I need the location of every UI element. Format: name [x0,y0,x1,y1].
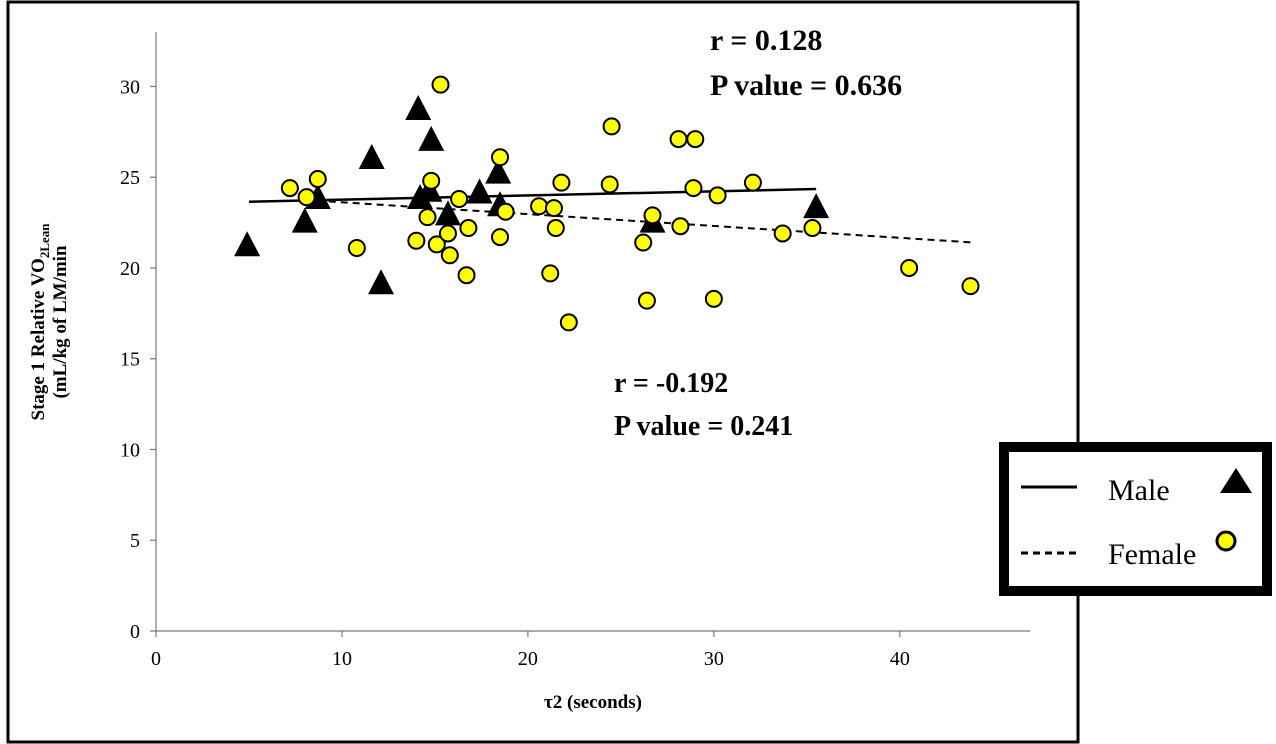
female-data-point [546,219,565,238]
x-tick-label: 10 [332,648,352,670]
female-data-point [686,130,705,149]
female-data-point [544,199,563,218]
legend-male-marker [1220,468,1252,493]
y-tick-label: 25 [120,167,140,189]
legend-male-label: Male [1108,474,1170,507]
male-data-point [803,193,830,219]
female-data-point [530,197,549,216]
y-tick-label: 0 [130,621,140,643]
male-r-annotation: r = 0.128 [710,24,822,57]
female-data-point [708,186,727,205]
y-axis-label-subscript: 2Lean [37,223,52,258]
female-data-point [559,313,578,332]
female-data-point [634,233,653,252]
x-tick-label: 30 [704,648,724,670]
female-data-point [422,171,441,190]
y-tick-label: 10 [120,439,140,461]
female-data-point [600,175,619,194]
female-data-point [450,189,469,208]
y-tick-label: 20 [120,258,140,280]
y-axis-label: Stage 1 Relative VO2Lean (mL/kg of LM/mi… [28,223,71,421]
male-data-point [405,95,432,121]
female-data-point [900,258,919,277]
female-data-point [637,291,656,310]
y-tick-label: 15 [120,349,140,371]
female-data-point [457,266,476,285]
y-tick-label: 5 [130,530,140,552]
male-data-point [466,178,493,204]
legend-female-marker [1215,530,1237,552]
x-tick-label: 20 [518,648,538,670]
male-data-point [434,200,461,226]
legend-box [999,442,1272,596]
female-data-point [431,75,450,94]
x-axis-label: τ2 (seconds) [544,692,642,713]
female-data-point [961,277,980,296]
legend: Male Female [999,442,1272,596]
female-p-annotation: P value = 0.241 [614,411,793,442]
male-data-point [234,231,261,257]
female-data-point [407,231,426,250]
male-data-point [358,144,385,170]
female-data-point [552,173,571,192]
female-data-point [491,228,510,247]
x-tick-label: 0 [151,648,161,670]
female-data-point [743,173,762,192]
y-axis-label-line1: Stage 1 Relative VO [28,258,49,420]
female-data-point [541,264,560,283]
male-p-annotation: P value = 0.636 [710,69,902,102]
female-data-point [491,148,510,167]
x-axis-ticks: 0 10 20 30 40 [151,631,910,670]
x-tick-label: 40 [890,648,910,670]
female-r-annotation: r = -0.192 [614,368,728,399]
female-data-point [459,219,478,238]
data-points [234,75,980,332]
male-data-point [418,125,445,151]
female-data-point [669,130,688,149]
female-data-point [308,170,327,189]
female-data-point [773,224,792,243]
female-data-point [427,235,446,254]
svg-text:Stage 1 Relative VO2Lean: Stage 1 Relative VO2Lean [28,223,52,421]
female-data-point [440,246,459,265]
female-data-point [602,117,621,136]
female-data-point [671,217,690,236]
female-data-point [347,239,366,258]
chart-border [6,0,1080,744]
y-axis-ticks: 0 5 10 15 20 25 30 [120,76,156,643]
female-data-point [643,206,662,225]
male-data-point [485,158,512,184]
female-data-point [297,188,316,207]
legend-female-label: Female [1108,538,1196,571]
female-data-point [684,179,703,198]
y-tick-label: 30 [120,76,140,98]
female-data-point [496,202,515,221]
female-data-point [704,289,723,308]
male-data-point [368,269,395,295]
female-data-point [803,219,822,238]
female-data-point [438,224,457,243]
female-data-point [418,208,437,227]
male-data-point [291,207,318,233]
female-data-point [280,179,299,198]
y-axis-label-line2: (mL/kg of LM/min [50,245,71,398]
